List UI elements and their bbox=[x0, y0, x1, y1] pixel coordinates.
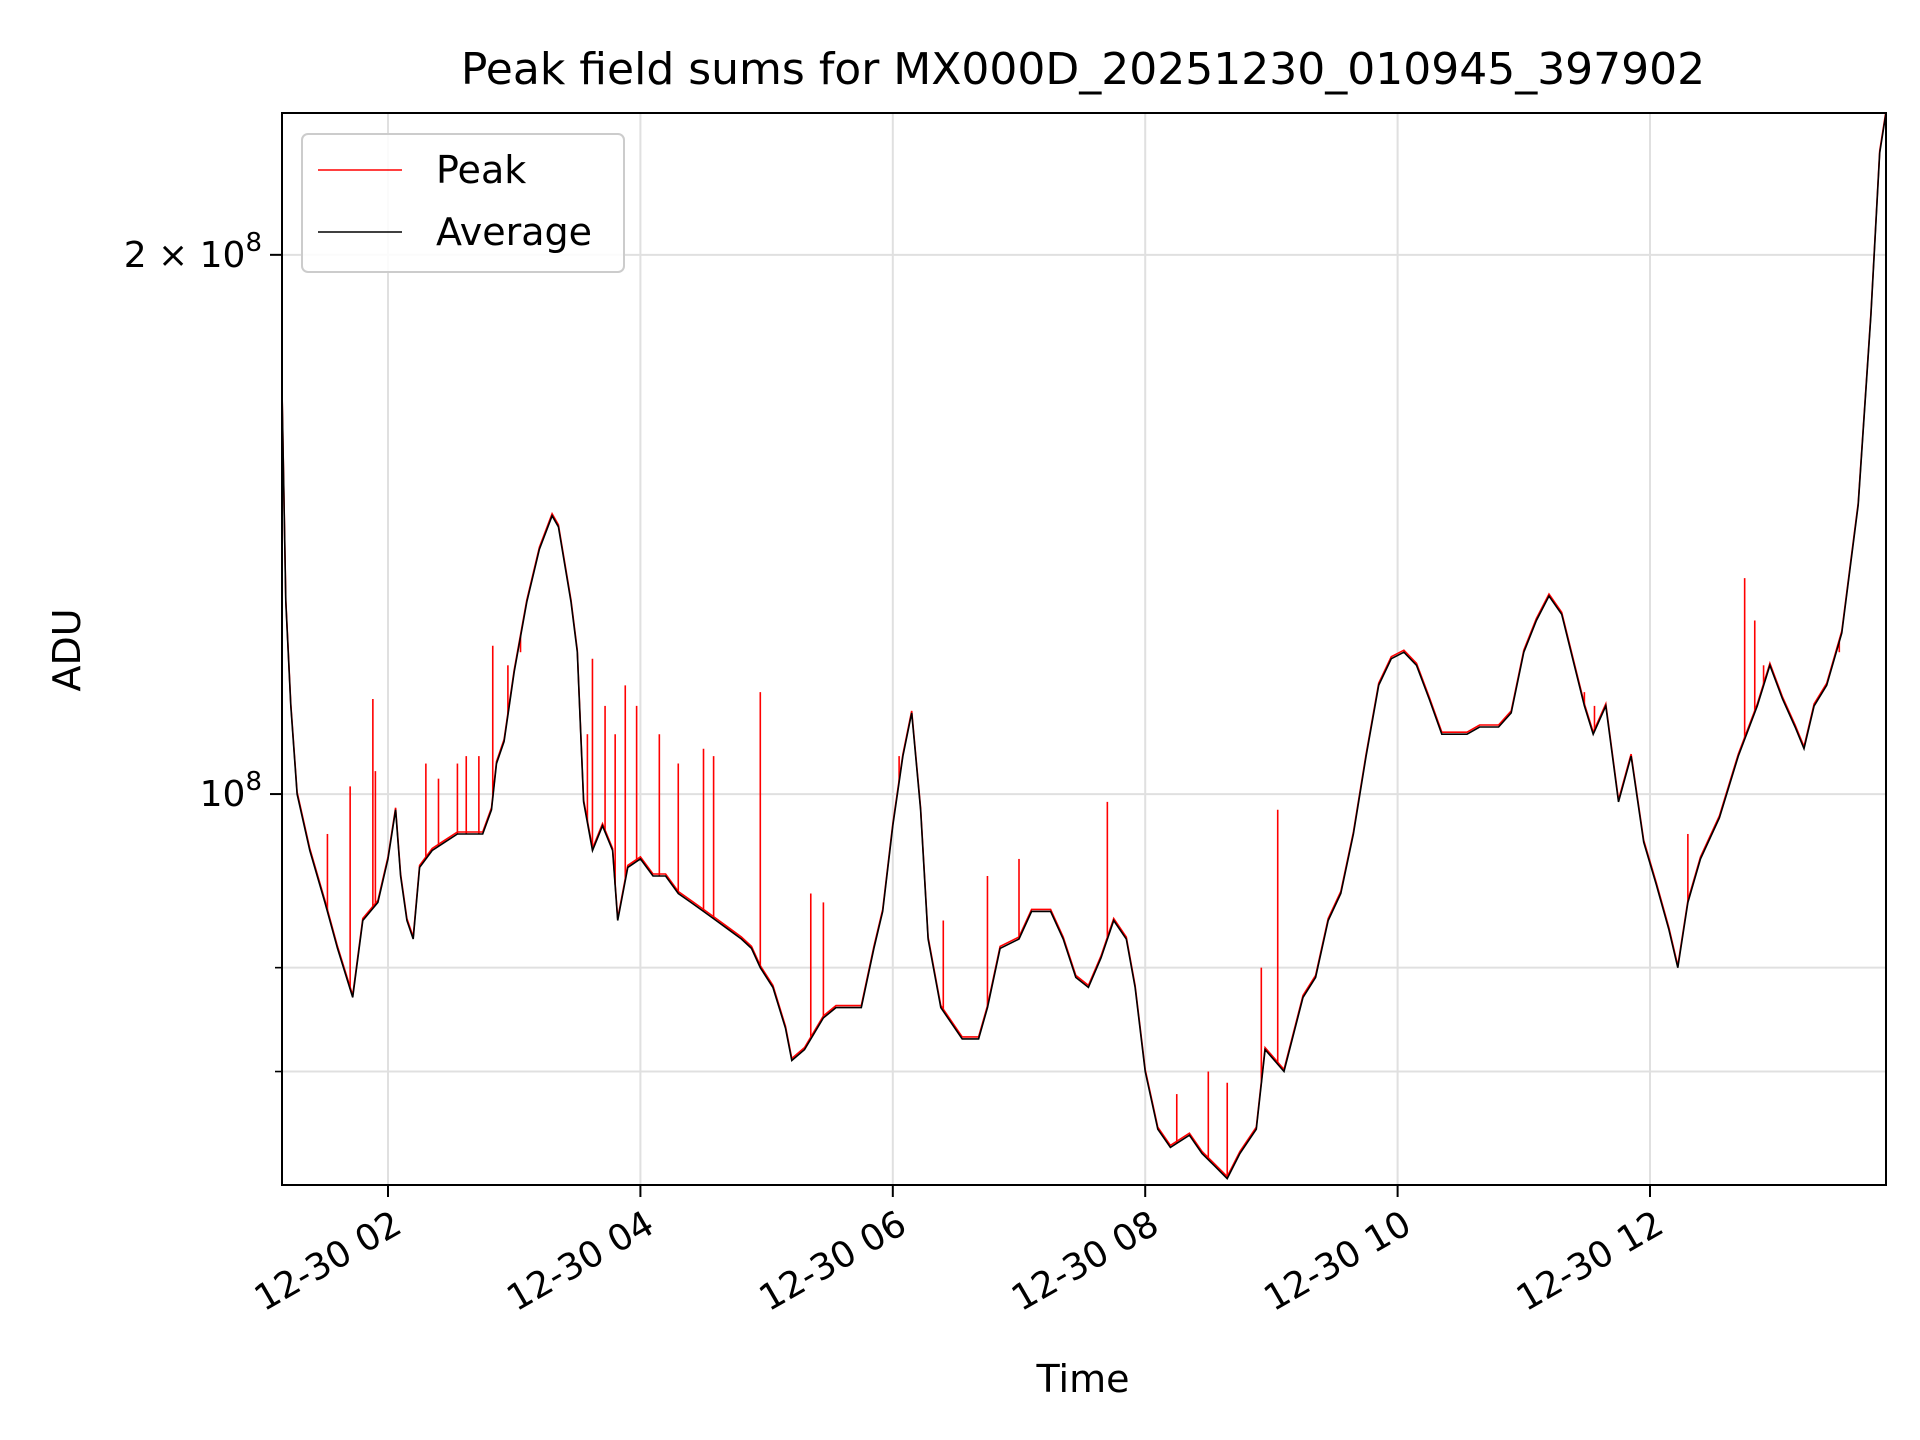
y-axis-ticks: 108 2 × 108 bbox=[124, 228, 282, 1073]
y-tick-label: 2 × 108 bbox=[124, 228, 262, 276]
y-axis-label: ADU bbox=[45, 608, 89, 691]
legend-peak-label: Peak bbox=[436, 148, 526, 192]
legend-average-label: Average bbox=[436, 210, 592, 254]
legend: Peak Average bbox=[301, 133, 625, 273]
plot-frame bbox=[281, 112, 1887, 1186]
peak-series-spikes bbox=[326, 578, 1841, 1179]
x-axis-label: Time bbox=[1036, 1357, 1130, 1401]
y-tick-label: 108 bbox=[200, 767, 262, 815]
average-series-line bbox=[282, 113, 1886, 1180]
x-gridlines bbox=[387, 113, 1652, 1185]
legend-box bbox=[301, 133, 625, 273]
chart-title: Peak field sums for MX000D_20251230_0109… bbox=[461, 44, 1705, 95]
